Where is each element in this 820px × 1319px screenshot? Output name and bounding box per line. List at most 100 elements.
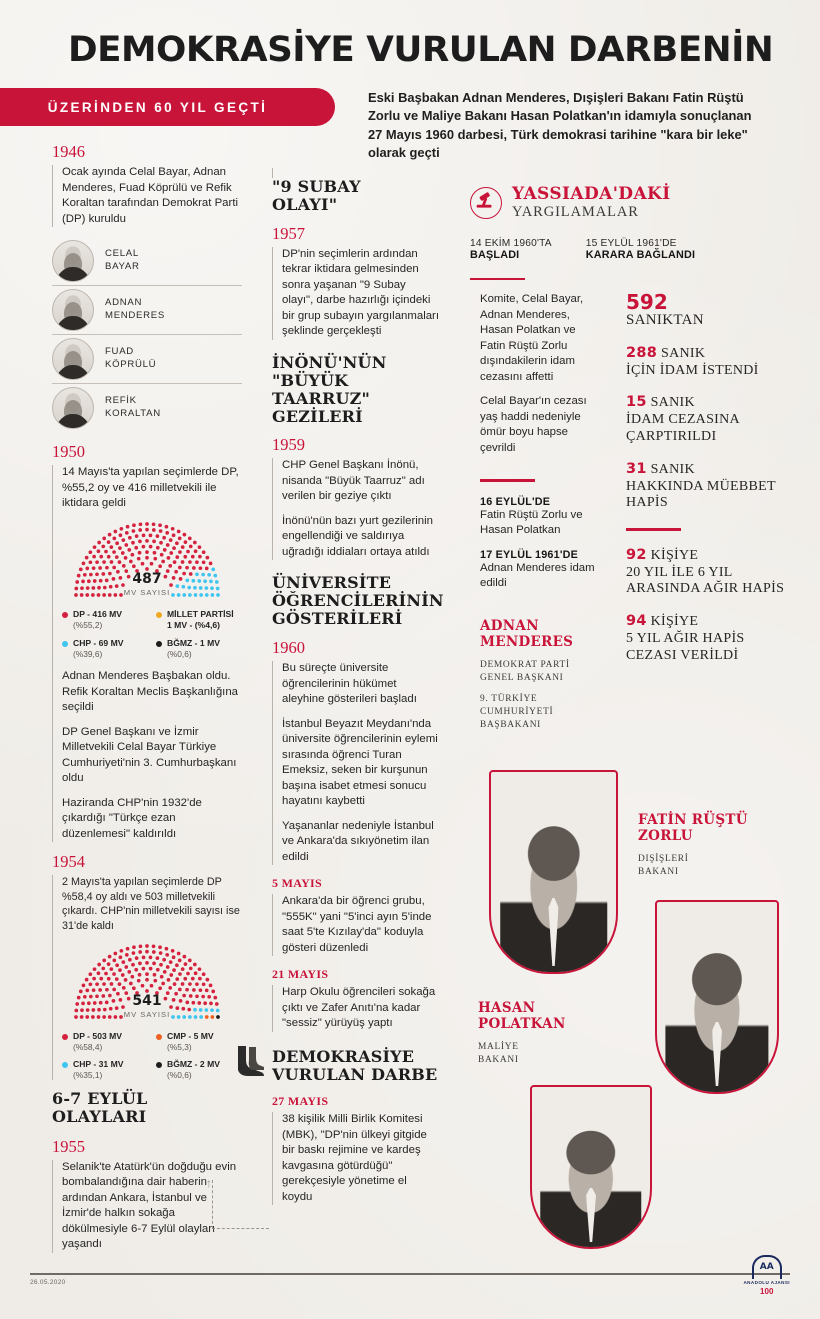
- entry-1957: DP'nin seçimlerin ardından tekrar iktida…: [272, 246, 440, 340]
- agency-logo: ANADOLU AJANSI 100: [743, 1255, 790, 1296]
- divider-stats: [626, 528, 681, 531]
- menderes-role2-line1: 9. TÜRKİYE: [480, 694, 538, 705]
- stat-92-line1: 92 KİŞİYE: [626, 547, 786, 565]
- legend-sub: (%5,3): [167, 1041, 192, 1052]
- portrait-adnan-menderes: [489, 770, 618, 974]
- seat-chart-1950: 487 MV SAYISI: [62, 521, 232, 603]
- section-heading-line2: ÖĞRENCİLERİNİN: [272, 591, 444, 611]
- legend-dot-chp: [62, 1061, 68, 1068]
- page-title: DEMOKRASİYE VURULAN DARBENİN: [68, 30, 774, 70]
- execution-date-1-label: 16 EYLÜL'DE: [480, 495, 551, 508]
- footer-date: 26.05.2020: [30, 1279, 66, 1286]
- stat-31-number: 31: [626, 460, 647, 477]
- stat-92: 92 KİŞİYE 20 YIL İLE 6 YIL ARASINDA AĞIR…: [626, 547, 786, 598]
- footer-divider: [30, 1273, 790, 1275]
- polatkan-role-line1: MALİYE: [478, 1042, 519, 1053]
- menderes-name: ADNAN MENDERES: [480, 618, 600, 650]
- section-heading-line3: GEZİLERİ: [272, 406, 363, 426]
- middle-column: "9 SUBAY OLAYI" 1957 DP'nin seçimlerin a…: [238, 168, 444, 1206]
- avatar: [52, 240, 94, 282]
- stat-92-number: 92: [626, 546, 647, 563]
- stat-94: 94 KİŞİYE 5 YIL AĞIR HAPİS CEZASI VERİLD…: [626, 613, 786, 664]
- legend-item: CMP - 5 MV (%5,3): [156, 1031, 242, 1052]
- seat-total-value: 487: [132, 570, 162, 587]
- legend-item: BĞMZ - 2 MV (%0,6): [156, 1059, 242, 1080]
- trial-start-line1: 14 EKİM 1960'TA: [470, 237, 552, 249]
- entry-1950-p3: DP Genel Başkanı ve İzmir Milletvekili C…: [62, 725, 237, 785]
- entry-1955-text: Selanik'te Atatürk'ün doğduğu evin bomba…: [62, 1160, 237, 1251]
- entry-1954-text: 2 Mayıs'ta yapılan seçimlerde DP %58,4 o…: [62, 876, 240, 933]
- entry-27-mayis: 38 kişilik Milli Birlik Komitesi (MBK), …: [272, 1112, 440, 1206]
- zorlu-name-line1: FATİN RÜŞTÜ: [638, 812, 748, 828]
- founder-name: FUAD KÖPRÜLÜ: [105, 346, 156, 371]
- stat-15-label2: İDAM CEZASINA ÇARPTIRILDI: [626, 412, 740, 444]
- portrait-fatin-rustu-zorlu: [655, 900, 779, 1094]
- year-1955: 1955: [52, 1136, 85, 1156]
- stat-94-label: KİŞİYE: [650, 614, 699, 630]
- list-item: CELAL BAYAR: [52, 237, 242, 285]
- legend-item: DP - 416 MV (%55,2): [62, 609, 148, 631]
- trial-end-line2: KARARA BAĞLANDI: [585, 248, 696, 261]
- stat-288-number: 288: [626, 344, 658, 361]
- stat-31-label2: HAKKINDA MÜEBBET HAPİS: [626, 478, 776, 511]
- founder-name-line1: CELAL: [105, 248, 139, 260]
- founder-name-line2: BAYAR: [105, 261, 140, 272]
- portrait-photo: [499, 824, 608, 972]
- founders-list: CELAL BAYAR ADNAN MENDERES FUAD KÖPRÜLÜ: [52, 237, 242, 432]
- seat-total-value: 541: [132, 992, 162, 1009]
- avatar: [52, 387, 94, 429]
- day-label-5-mayis: 5 MAYIS: [272, 876, 323, 891]
- stat-92-label: KİŞİYE: [650, 547, 699, 563]
- founder-name-line1: ADNAN: [105, 297, 143, 309]
- section-heading-line1: 6-7 EYLÜL: [52, 1089, 148, 1109]
- entry-1950-p4: Haziranda CHP'nin 1932'de çıkardığı "Tür…: [62, 796, 202, 840]
- legend-sub: (%0,6): [167, 649, 192, 660]
- trial-start-date: 14 EKİM 1960'TA BAŞLADI: [470, 238, 552, 261]
- right-narrative: Komite, Celal Bayar, Adnan Menderes, Has…: [470, 292, 600, 731]
- divider-mid: [480, 479, 535, 482]
- polatkan-name-line1: HASAN: [478, 1000, 536, 1016]
- entry-1960: Bu süreçte üniversite öğrencilerinin hük…: [272, 661, 440, 866]
- year-1960: 1960: [272, 638, 305, 658]
- entry-1955: Selanik'te Atatürk'ün doğduğu evin bomba…: [52, 1159, 242, 1253]
- year-1959: 1959: [272, 435, 305, 455]
- yassiada-title-line1: YASSIADA'DAKİ: [512, 184, 671, 204]
- seat-chart-1954-svg: [74, 943, 220, 1019]
- founder-name: CELAL BAYAR: [105, 248, 140, 273]
- avatar: [52, 338, 94, 380]
- arrow-up-icon: ↑: [206, 1176, 212, 1190]
- menderes-name-line1: ADNAN: [480, 617, 539, 634]
- section-heading-subay: "9 SUBAY OLAYI": [272, 178, 440, 214]
- legend-label: DP - 503 MV: [73, 1030, 123, 1041]
- legend-sub: (%55,2): [73, 619, 103, 630]
- year-1950: 1950: [52, 442, 85, 461]
- year-1946: 1946: [52, 142, 85, 161]
- menderes-role2-line3: BAŞBAKANI: [480, 719, 541, 730]
- zorlu-name: FATİN RÜŞTÜ ZORLU: [638, 812, 788, 844]
- founder-name-line2: KORALTAN: [105, 408, 161, 419]
- yassiada-header: YASSIADA'DAKİ YARGILAMALAR: [470, 184, 790, 221]
- avatar: [52, 289, 94, 331]
- entry-1959-p2: İnönü'nün bazı yurt gezilerinin engellen…: [282, 514, 433, 558]
- legend-label: DP - 416 MV: [73, 608, 123, 619]
- yassiada-title: YASSIADA'DAKİ YARGILAMALAR: [512, 184, 671, 221]
- execution-date-1: 16 EYLÜL'DE Fatin Rüştü Zorlu ve Hasan P…: [480, 496, 600, 539]
- zorlu-role-line2: BAKANI: [638, 867, 679, 878]
- zorlu-role: DIŞİŞLERİ BAKANI: [638, 853, 788, 878]
- year-1957: 1957: [272, 223, 305, 243]
- section-heading-line1: İNÖNÜ'NÜN: [272, 352, 387, 372]
- agency-name: ANADOLU AJANSI: [743, 1280, 790, 1285]
- stat-94-label2: 5 YIL AĞIR HAPİS CEZASI VERİLDİ: [626, 630, 745, 663]
- right-column: YASSIADA'DAKİ YARGILAMALAR 14 EKİM 1960'…: [470, 184, 790, 732]
- name-card-polatkan: HASAN POLATKAN MALİYE BAKANI: [478, 1000, 628, 1067]
- section-heading-line2: OLAYI": [272, 194, 338, 214]
- seat-chart-1950-svg: [74, 521, 220, 597]
- menderes-name-line2: MENDERES: [480, 633, 574, 650]
- legend-item: BĞMZ - 1 MV (%0,6): [156, 638, 242, 659]
- aa-logo-icon: [751, 1255, 782, 1279]
- stat-15: 15 SANIK İDAM CEZASINA ÇARPTIRILDI: [626, 394, 786, 445]
- day-label-21-mayis: 21 MAYIS: [272, 967, 329, 982]
- legend-sub: (%39,6): [73, 649, 103, 660]
- name-card-menderes: ADNAN MENDERES DEMOKRAT PARTİ GENEL BAŞK…: [480, 618, 600, 732]
- founder-name-line1: FUAD: [105, 346, 134, 358]
